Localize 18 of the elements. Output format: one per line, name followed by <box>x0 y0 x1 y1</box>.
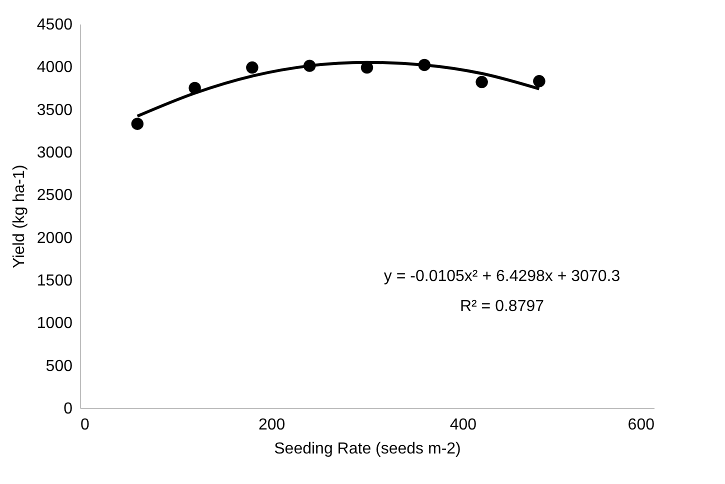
annotation: y = -0.0105x² + 6.4298x + 3070.3 <box>384 268 620 285</box>
y-tick-label: 4000 <box>36 59 73 76</box>
y-tick-label: 3500 <box>36 102 73 119</box>
x-tick-label: 400 <box>450 416 477 434</box>
y-axis-title: Yield (kg ha-1) <box>10 164 28 268</box>
y-tick-label: 2500 <box>36 187 73 204</box>
annotation: R² = 0.8797 <box>460 298 544 315</box>
y-tick-label: 1000 <box>36 315 73 332</box>
y-tick-label: 1500 <box>36 272 73 290</box>
x-tick-label: 0 <box>80 416 90 434</box>
y-tick-label: 0 <box>64 400 73 418</box>
x-tick-label: 600 <box>628 416 655 434</box>
y-tick-label: 4500 <box>36 16 73 34</box>
y-tick-label: 3000 <box>36 144 73 162</box>
x-axis-title: Seeding Rate (seeds m-2) <box>274 440 461 458</box>
y-tick-label: 2000 <box>36 230 73 247</box>
x-tick-label: 200 <box>258 416 286 434</box>
y-tick-label: 500 <box>46 358 73 375</box>
